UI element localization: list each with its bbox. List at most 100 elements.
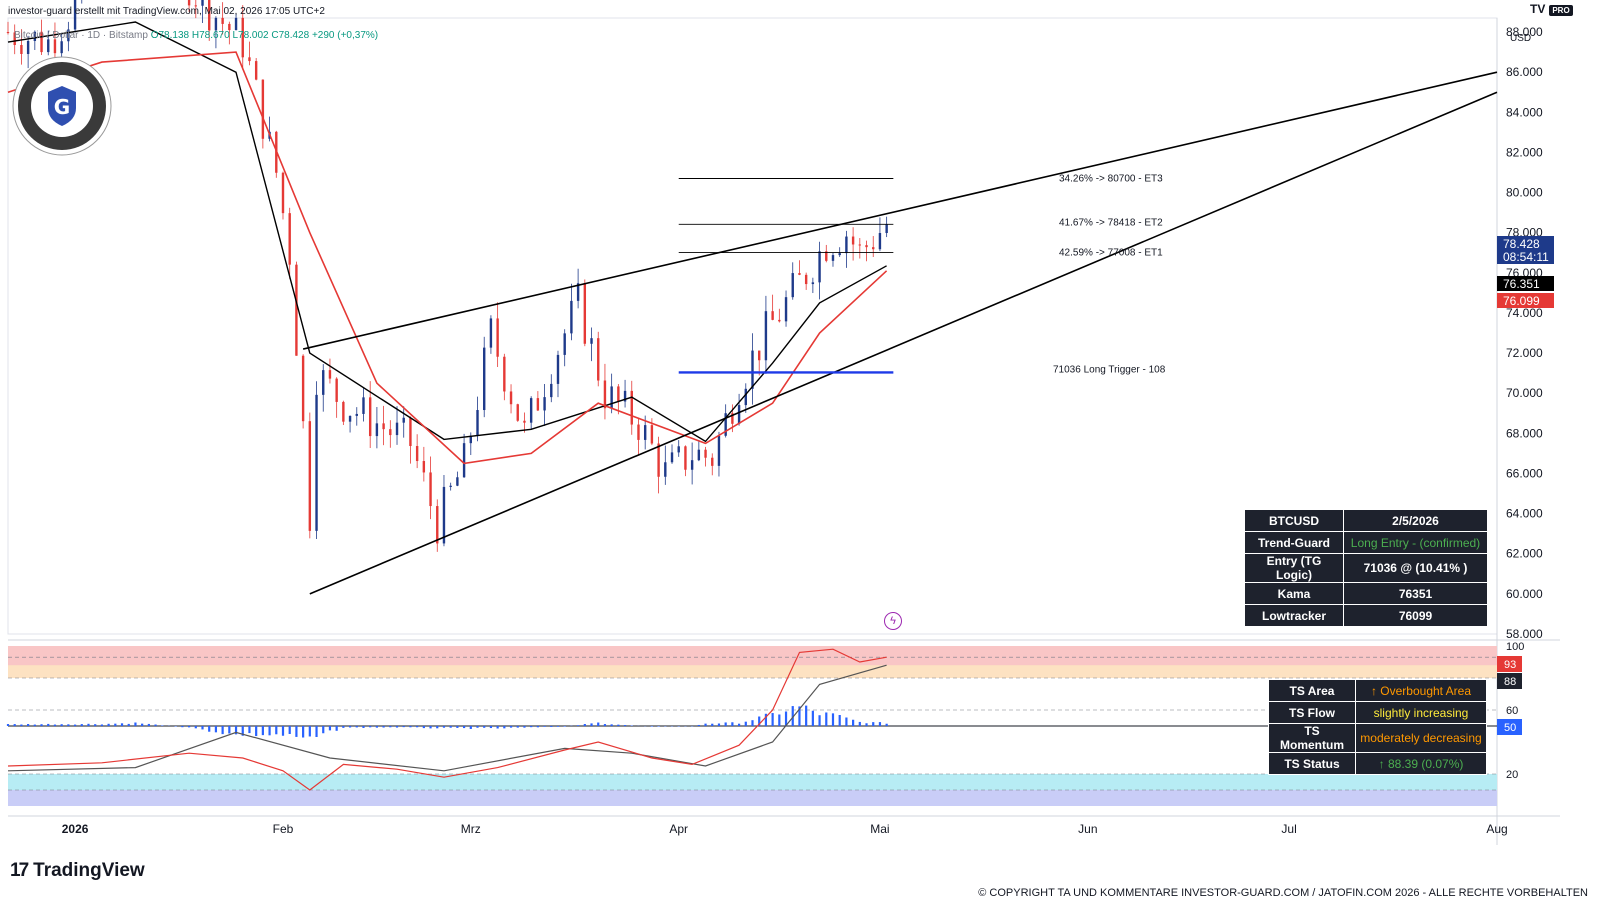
histogram-bar — [47, 723, 50, 726]
ts-label: TS Status — [1268, 752, 1356, 775]
histogram-bar — [764, 713, 768, 726]
candle-body — [194, 5, 198, 7]
histogram-bar — [335, 726, 338, 731]
histogram-bar — [885, 723, 888, 726]
oscillator-marker — [1497, 719, 1522, 735]
info-header-row: BTCUSD 2/5/2026 — [1244, 509, 1488, 532]
histogram-bar — [818, 715, 821, 726]
time-tick-label: Mrz — [461, 822, 481, 836]
candle-body — [295, 264, 298, 356]
tv-logo-mark: 17 — [10, 860, 29, 881]
histogram-bar — [509, 726, 513, 728]
histogram-bar — [878, 722, 882, 726]
candle-body — [261, 79, 265, 139]
candle-body — [322, 370, 325, 395]
histogram-bar — [617, 724, 620, 726]
candle-body — [851, 236, 855, 245]
price-tick-label: 64.000 — [1506, 507, 1543, 521]
histogram-bar — [268, 726, 271, 736]
histogram-bar — [489, 726, 493, 729]
ts-row: TS Status ↑ 88.39 (0.07%) — [1268, 752, 1487, 775]
lower-wedge-line — [309, 91, 1498, 595]
price-tick-label: 70.000 — [1506, 386, 1543, 400]
candle-body — [563, 333, 566, 355]
candle-body — [208, 0, 211, 31]
info-row: Trend-Guard Long Entry - (confirmed) — [1244, 531, 1488, 554]
candle-body — [348, 415, 352, 422]
candle-body — [543, 397, 546, 411]
tradingview-logo-icon[interactable]: 17 TradingView — [10, 860, 145, 882]
candle-body — [509, 391, 513, 405]
candle-body — [409, 417, 412, 447]
candle-body — [597, 338, 600, 381]
candle-body — [657, 443, 660, 477]
candle-body — [751, 350, 754, 389]
currency-label[interactable]: USD — [1510, 33, 1532, 44]
lightning-icon[interactable]: ϟ — [884, 612, 902, 630]
price-tick-label: 80.000 — [1506, 186, 1543, 200]
tradingview-brand[interactable]: TV PRO — [1530, 2, 1573, 16]
candle-body — [623, 390, 627, 402]
histogram-bar — [577, 725, 580, 726]
oscillator-marker-value: 50 — [1504, 722, 1516, 734]
histogram-bar — [53, 724, 57, 726]
candle-body — [67, 29, 70, 42]
histogram-bar — [409, 726, 412, 728]
info-label: Entry (TG Logic) — [1244, 553, 1344, 583]
ts-table: TS Area ↑ Overbought Area TS Flow slight… — [1268, 679, 1487, 775]
candle-body — [697, 449, 701, 461]
ohlc-values: O78.138 H78.670 L78.002 C78.428 +290 (+0… — [150, 30, 379, 41]
histogram-bar — [798, 706, 801, 726]
ts-row: TS Area ↑ Overbought Area — [1268, 679, 1487, 702]
candle-body — [281, 172, 285, 214]
candle-body — [53, 39, 57, 54]
histogram-bar — [483, 726, 486, 728]
candle-body — [610, 386, 613, 409]
ts-value: ↑ 88.39 (0.07%) — [1355, 752, 1487, 775]
candle-body — [858, 244, 862, 246]
candle-body — [556, 354, 560, 384]
histogram-bar — [187, 726, 191, 728]
histogram-bar — [778, 714, 781, 726]
histogram-bar — [402, 726, 405, 728]
info-symbol: BTCUSD — [1244, 509, 1344, 532]
lowtracker-line — [7, 51, 888, 465]
histogram-bar — [13, 724, 16, 726]
info-value: 76351 — [1343, 582, 1488, 605]
candle-body — [368, 397, 372, 437]
histogram-bar — [469, 726, 472, 729]
ts-row: TS Momentum moderately decreasing — [1268, 723, 1487, 753]
candle-body — [536, 398, 540, 411]
candle-body — [422, 461, 426, 473]
histogram-bar — [27, 724, 30, 726]
ts-value: ↑ Overbought Area — [1355, 679, 1487, 702]
histogram-bar — [342, 726, 345, 728]
histogram-bar — [442, 726, 446, 728]
tv-logo-text: TradingView — [33, 860, 145, 881]
histogram-bar — [395, 726, 399, 728]
histogram-bar — [724, 722, 727, 726]
price-tick-label: 74.000 — [1506, 306, 1543, 320]
histogram-bar — [597, 722, 600, 726]
price-tag-value: 76.351 — [1503, 277, 1540, 291]
histogram-bar — [711, 723, 714, 726]
oscillator-tick-label: 60 — [1506, 705, 1518, 717]
candle-body — [838, 253, 841, 256]
histogram-bar — [563, 726, 566, 727]
candle-body — [234, 17, 238, 31]
histogram-bar — [87, 723, 90, 726]
histogram-bar — [322, 726, 325, 734]
histogram-bar — [456, 726, 459, 728]
candle-body — [885, 224, 888, 234]
histogram-bar — [241, 726, 244, 736]
histogram-bar — [858, 721, 861, 726]
level-label: 41.67% -> 78418 - ET2 — [1059, 217, 1163, 228]
oscillator-marker — [1497, 656, 1522, 672]
candle-body — [496, 318, 499, 357]
candle-body — [570, 300, 573, 334]
histogram-bar — [845, 717, 848, 726]
time-tick-label: Aug — [1486, 822, 1507, 836]
candle-body — [643, 425, 647, 440]
histogram-bar — [462, 726, 466, 729]
